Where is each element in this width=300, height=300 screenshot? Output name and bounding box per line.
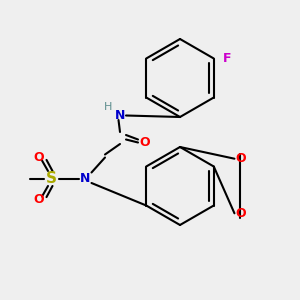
Text: O: O bbox=[34, 193, 44, 206]
Text: O: O bbox=[140, 136, 150, 149]
Text: N: N bbox=[115, 109, 125, 122]
Text: O: O bbox=[235, 152, 246, 165]
Text: O: O bbox=[235, 207, 246, 220]
Text: N: N bbox=[80, 172, 91, 185]
Text: H: H bbox=[104, 103, 112, 112]
Text: F: F bbox=[223, 52, 231, 65]
Text: O: O bbox=[34, 151, 44, 164]
Text: S: S bbox=[46, 171, 56, 186]
